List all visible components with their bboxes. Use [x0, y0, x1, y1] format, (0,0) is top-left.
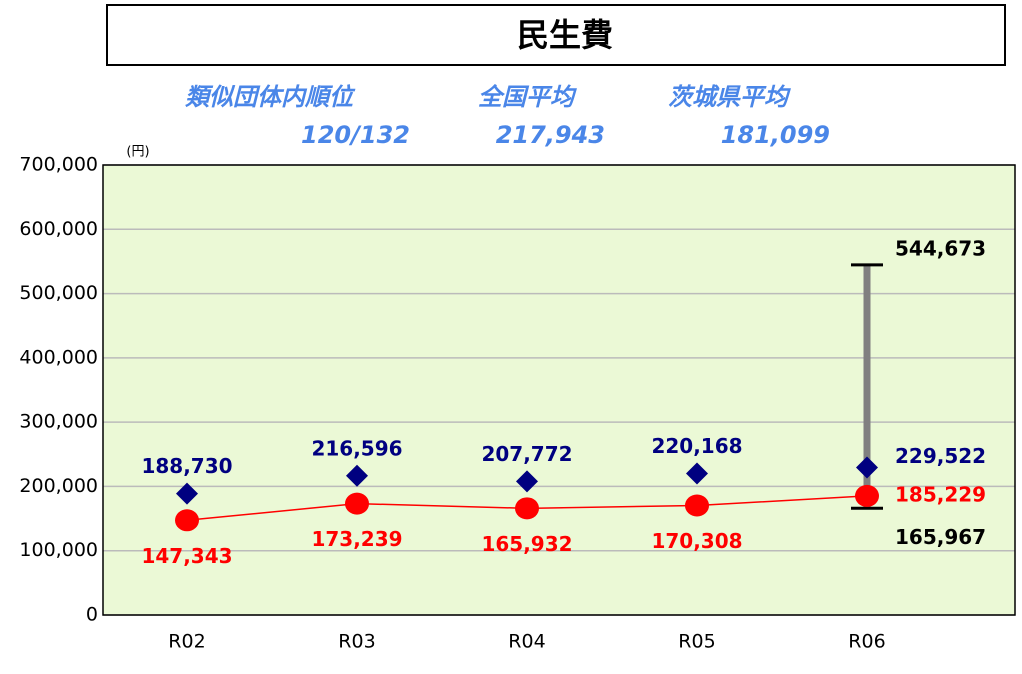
data-label: 185,229 [895, 482, 986, 506]
y-tick-label: 500,000 [19, 282, 98, 304]
data-label: 216,596 [311, 436, 402, 460]
stat-value: 217,943 [496, 121, 605, 149]
stat-label: 全国平均 [478, 83, 577, 111]
diamond-marker [176, 482, 198, 505]
stat-label: 類似団体内順位 [185, 83, 356, 111]
y-tick-label: 0 [86, 604, 98, 626]
y-tick-label: 700,000 [19, 154, 98, 176]
x-tick-label: R05 [678, 631, 715, 653]
stat-value: 120/132 [301, 121, 410, 149]
diamond-marker [346, 464, 368, 487]
plot-area [103, 165, 1015, 615]
range-min-label: 165,967 [895, 525, 986, 549]
y-tick-label: 100,000 [19, 539, 98, 561]
y-tick-label: 600,000 [19, 218, 98, 240]
x-tick-label: R03 [338, 631, 375, 653]
x-tick-label: R04 [508, 631, 545, 653]
range-max-label: 544,673 [895, 236, 986, 260]
data-label: 207,772 [481, 442, 572, 466]
data-label: 173,239 [311, 527, 402, 551]
data-label: 147,343 [141, 544, 232, 568]
data-label: 220,168 [651, 434, 742, 458]
diamond-marker [856, 456, 878, 479]
chart-title: 民生費 [517, 16, 613, 54]
x-tick-label: R02 [168, 631, 205, 653]
y-tick-label: 400,000 [19, 346, 98, 368]
diamond-marker [686, 462, 708, 485]
y-tick-label: 300,000 [19, 411, 98, 433]
circle-marker [175, 509, 199, 532]
y-unit: (円) [126, 145, 149, 160]
circle-marker [855, 484, 879, 507]
y-tick-label: 200,000 [19, 475, 98, 497]
diamond-marker [516, 470, 538, 493]
circle-marker [685, 494, 709, 517]
x-tick-label: R06 [848, 631, 885, 653]
plot-border [102, 164, 1016, 616]
data-label: 170,308 [651, 529, 742, 553]
data-label: 229,522 [895, 444, 986, 468]
title-box [106, 4, 1006, 66]
stat-value: 181,099 [721, 121, 830, 149]
stat-label: 茨城県平均 [668, 83, 791, 111]
data-label: 165,932 [481, 532, 572, 556]
circle-marker [345, 492, 369, 515]
data-label: 188,730 [141, 454, 232, 478]
circle-marker [515, 497, 539, 520]
